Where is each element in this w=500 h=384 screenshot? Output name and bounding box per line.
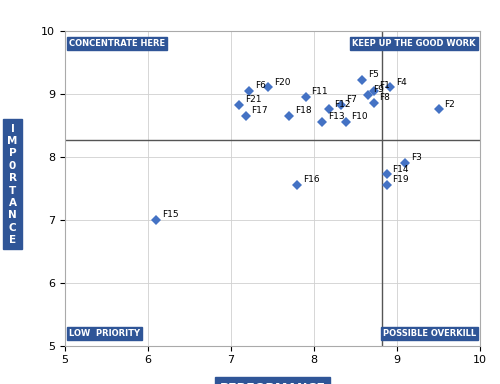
Text: I
M
P
0
R
T
A
N
C
E: I M P 0 R T A N C E [8,124,18,245]
Text: F18: F18 [294,106,312,115]
Text: F2: F2 [444,100,455,109]
Text: KEEP UP THE GOOD WORK: KEEP UP THE GOOD WORK [352,39,476,48]
Text: F15: F15 [162,210,178,219]
Text: F11: F11 [312,87,328,96]
Text: PERFORMANCE: PERFORMANCE [220,382,326,384]
Text: POSSIBLE OVERKILL: POSSIBLE OVERKILL [382,329,476,338]
Text: F7: F7 [346,95,357,104]
Text: F12: F12 [334,100,351,109]
Text: F9: F9 [374,85,384,94]
Text: F4: F4 [396,78,406,87]
Text: F13: F13 [328,112,344,121]
Text: F1: F1 [380,81,390,90]
Text: F6: F6 [255,81,266,90]
Text: F3: F3 [411,153,422,162]
Text: LOW  PRIORITY: LOW PRIORITY [69,329,140,338]
Text: F20: F20 [274,78,290,87]
Text: F5: F5 [368,70,378,79]
Text: F8: F8 [380,93,390,103]
Text: F17: F17 [252,106,268,115]
Text: CONCENTRATE HERE: CONCENTRATE HERE [69,39,166,48]
Text: F10: F10 [351,112,368,121]
Text: F19: F19 [392,175,409,184]
Text: F16: F16 [303,175,320,184]
Text: F21: F21 [245,95,262,104]
Text: F14: F14 [392,164,409,174]
